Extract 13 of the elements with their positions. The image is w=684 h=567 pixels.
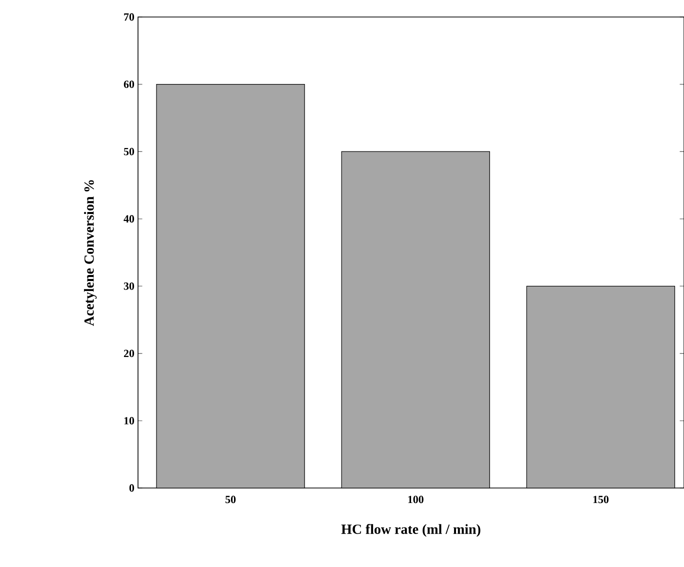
y-axis-title: Acetylene Conversion % xyxy=(84,180,97,326)
y-tick-label: 70 xyxy=(124,13,134,21)
y-tick-label: 40 xyxy=(124,215,134,223)
y-tick-label: 0 xyxy=(129,484,134,492)
x-tick-label: 50 xyxy=(226,496,236,504)
y-tick-label: 60 xyxy=(124,80,134,88)
x-axis-title: HC flow rate (ml / min) xyxy=(341,524,480,537)
y-tick-label: 20 xyxy=(124,350,134,358)
x-tick-label: 100 xyxy=(408,496,424,504)
y-tick-label: 10 xyxy=(124,417,134,424)
y-tick-label: 30 xyxy=(124,282,134,290)
y-tick-label: 50 xyxy=(124,148,134,156)
x-tick-label: 150 xyxy=(593,496,609,504)
